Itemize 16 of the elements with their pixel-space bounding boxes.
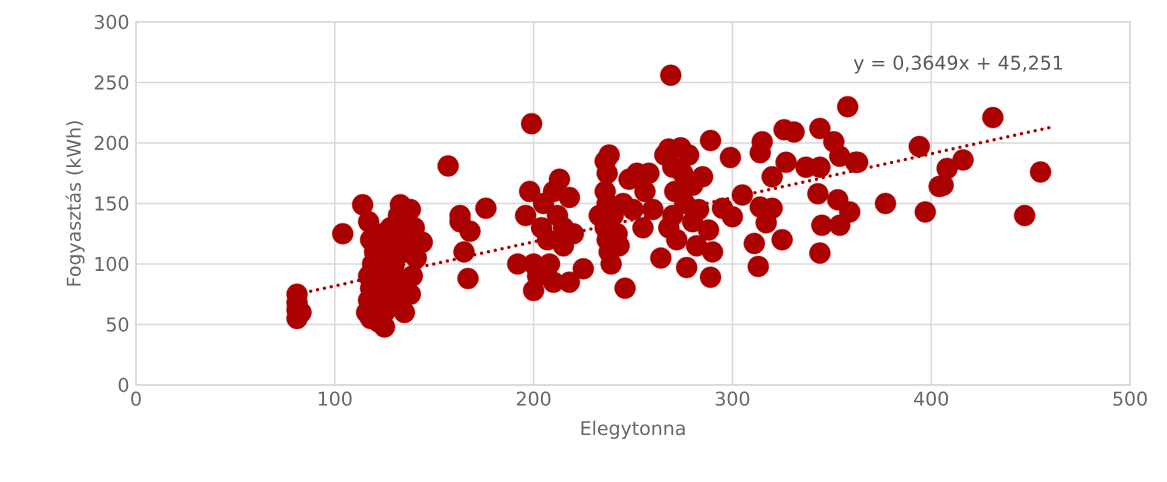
x-tick-label: 100	[318, 391, 352, 406]
y-tick-label: 250	[94, 75, 129, 90]
y-tick-label: 50	[106, 317, 129, 332]
y-tick-label: 100	[95, 256, 129, 272]
x-tick-label: 300	[715, 391, 750, 406]
x-axis-title: Elegytonna	[581, 420, 685, 439]
x-tick-label: 0	[131, 391, 141, 406]
y-tick-label: 150	[95, 196, 129, 211]
x-tick-label: 400	[914, 391, 948, 406]
y-axis-title: Fogyasztás (kWh)	[65, 121, 85, 286]
x-tick-label: 200	[516, 391, 551, 406]
y-tick-label: 0	[118, 377, 129, 393]
y-tick-label: 300	[94, 14, 129, 30]
x-tick-label: 500	[1113, 391, 1147, 406]
y-tick-label: 200	[94, 135, 129, 151]
annotation: y = 0,3649x + 45,251	[853, 55, 1063, 74]
